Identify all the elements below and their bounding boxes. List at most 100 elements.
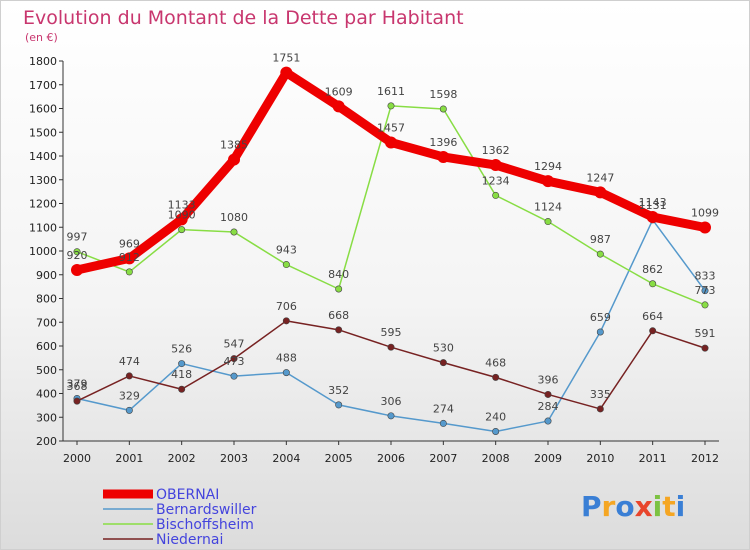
chart-title: Evolution du Montant de la Dette par Hab… [23,7,464,29]
data-label-bernardswiller: 526 [171,343,192,356]
data-point-niedernai [439,359,447,367]
data-point-bischoffsheim [596,250,604,258]
data-label-bernardswiller: 329 [119,389,140,402]
logo-letter: i [676,490,686,523]
data-label-bernardswiller: 352 [328,384,349,397]
data-label-niedernai: 706 [276,300,297,313]
data-point-niedernai [178,385,186,393]
x-tick-label: 2001 [115,452,143,465]
data-point-bischoffsheim [73,248,81,256]
y-tick-label: 800 [36,293,57,306]
data-point-bernardswiller [178,360,186,368]
data-label-bischoffsheim: 840 [328,268,349,281]
data-point-bischoffsheim [649,280,657,288]
chart-subtitle: (en €) [25,31,58,44]
data-label-obernai: 1751 [272,52,300,65]
proxiti-logo: Proxiti [581,490,685,523]
legend-label-niedernai: Niedernai [156,532,223,548]
data-label-niedernai: 418 [171,368,192,381]
x-tick-label: 2000 [63,452,91,465]
y-tick-label: 1500 [29,126,57,139]
data-label-bernardswiller: 284 [538,400,559,413]
data-labels: 379 329 526 473 488 352 306 274 240 284 659 1131 833… [67,52,720,424]
legend: OBERNAIBernardswillerBischoffsheimNieder… [103,487,257,548]
y-tick-label: 1200 [29,198,57,211]
data-point-obernai [280,66,293,79]
y-tick-label: 200 [36,435,57,448]
y-tick-label: 500 [36,364,57,377]
y-tick-label: 1600 [29,103,57,116]
data-label-bischoffsheim: 1611 [377,85,405,98]
x-tick-label: 2008 [482,452,510,465]
data-label-bischoffsheim: 943 [276,244,297,257]
data-label-bischoffsheim: 1234 [482,174,510,187]
data-label-obernai: 1133 [168,198,196,211]
series-lines [71,66,711,435]
data-label-obernai: 1457 [377,121,405,134]
data-point-bischoffsheim [387,102,395,110]
x-tick-label: 2010 [586,452,614,465]
data-label-niedernai: 547 [224,338,245,351]
y-tick-label: 1700 [29,79,57,92]
legend-label-obernai: OBERNAI [156,487,219,503]
data-point-bernardswiller [701,287,709,295]
data-point-obernai [594,186,607,199]
y-tick-label: 300 [36,411,57,424]
data-point-niedernai [649,327,657,335]
data-label-bernardswiller: 1131 [639,199,667,212]
data-point-niedernai [335,326,343,334]
y-tick-label: 1400 [29,150,57,163]
x-tick-label: 2003 [220,452,248,465]
data-point-obernai [123,252,136,265]
x-tick-label: 2006 [377,452,405,465]
data-point-obernai [175,213,188,226]
data-label-bischoffsheim: 1080 [220,211,248,224]
data-label-bischoffsheim: 1124 [534,201,562,214]
data-label-niedernai: 335 [590,388,611,401]
data-point-niedernai [544,390,552,398]
data-point-bernardswiller [439,419,447,427]
data-point-obernai [437,150,450,163]
logo-letter: P [581,490,602,523]
data-point-bernardswiller [544,417,552,425]
logo-letter: o [615,490,634,523]
data-point-bischoffsheim [439,105,447,113]
y-tick-label: 900 [36,269,57,282]
data-point-bischoffsheim [492,191,500,199]
y-tick-label: 700 [36,316,57,329]
data-label-bernardswiller: 306 [381,395,402,408]
data-point-bernardswiller [230,372,238,380]
data-label-niedernai: 664 [642,310,663,323]
y-tick-label: 1300 [29,174,57,187]
data-label-obernai: 1294 [534,160,562,173]
y-tick-label: 1100 [29,221,57,234]
x-tick-label: 2012 [691,452,719,465]
data-label-niedernai: 668 [328,309,349,322]
data-point-obernai [332,100,345,113]
data-label-obernai: 1609 [325,85,353,98]
data-label-obernai: 969 [119,237,140,250]
data-label-bernardswiller: 488 [276,352,297,365]
data-label-obernai: 920 [67,249,88,262]
x-tick-label: 2004 [272,452,300,465]
data-point-bernardswiller [335,401,343,409]
x-tick-label: 2005 [325,452,353,465]
x-tick-label: 2011 [639,452,667,465]
y-tick-label: 1000 [29,245,57,258]
data-label-obernai: 1385 [220,139,248,152]
data-label-bernardswiller: 659 [590,311,611,324]
data-point-niedernai [387,343,395,351]
logo-letter: r [602,490,616,523]
x-tick-label: 2009 [534,452,562,465]
data-label-obernai: 1143 [639,196,667,209]
data-label-bischoffsheim: 987 [590,233,611,246]
data-point-niedernai [492,373,500,381]
y-tick-label: 400 [36,388,57,401]
data-point-bischoffsheim [544,218,552,226]
data-point-niedernai [596,405,604,413]
data-label-bischoffsheim: 997 [67,231,88,244]
data-label-bernardswiller: 473 [224,355,245,368]
logo-letter: i [653,490,663,523]
data-label-obernai: 1247 [586,171,614,184]
